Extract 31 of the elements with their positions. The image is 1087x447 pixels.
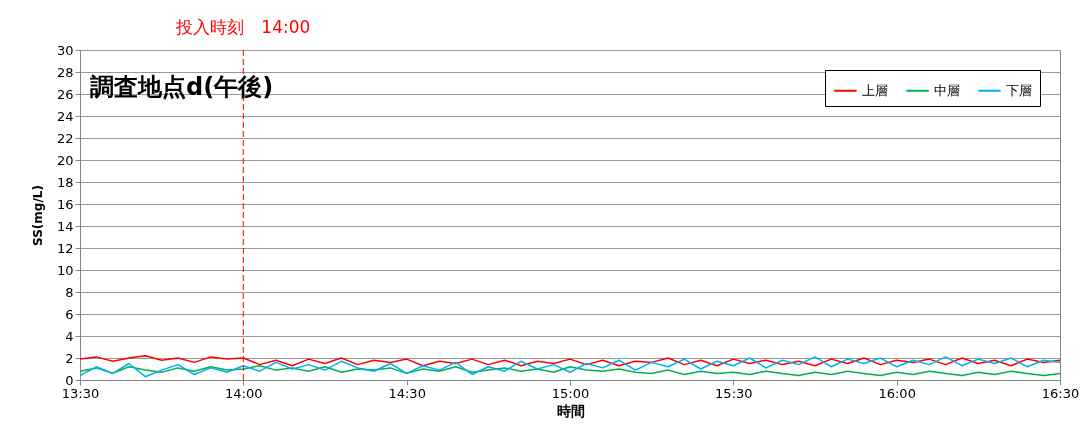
y-tick-label: 8 (65, 284, 74, 300)
y-tick-label: 2 (65, 350, 74, 366)
legend-label: 中層 (934, 82, 960, 98)
line-series (79, 364, 1061, 377)
x-tick-label: 16:30 (1041, 385, 1080, 401)
x-tick-label: 13:30 (61, 385, 100, 401)
y-tick-label: 24 (56, 108, 74, 124)
x-tick-label: 14:00 (225, 385, 263, 401)
y-tick-label: 28 (56, 64, 74, 80)
x-tick-label: 14:30 (388, 385, 426, 401)
text: 調査地点d(午後) (90, 73, 274, 101)
y-tick-label: 20 (56, 152, 74, 168)
x-axis-title: 時間 (556, 402, 585, 419)
x-tick-label: 15:00 (551, 385, 590, 401)
y-tick-label: 26 (56, 86, 74, 102)
y-tick-label: 12 (56, 240, 74, 256)
y-tick-label: 4 (65, 328, 74, 344)
x-tick-label: 15:30 (715, 385, 753, 401)
y-tick-label: 0 (65, 372, 74, 388)
y-tick-label: 18 (56, 174, 74, 190)
y-tick-label: 6 (65, 306, 74, 322)
x-tick-label: 16:00 (878, 385, 916, 401)
y-tick-label: 30 (56, 42, 74, 58)
legend-label: 上層 (862, 82, 888, 98)
y-tick-label: 10 (56, 262, 74, 278)
y-tick-label: 14 (56, 218, 74, 234)
y-axis-title: SS(mg/L) (30, 185, 45, 246)
ref-line-label: 投入時刻 14:00 (175, 17, 311, 37)
y-tick-label: 22 (56, 130, 74, 146)
y-tick-label: 16 (56, 196, 74, 212)
legend-label: 下層 (1006, 82, 1032, 98)
